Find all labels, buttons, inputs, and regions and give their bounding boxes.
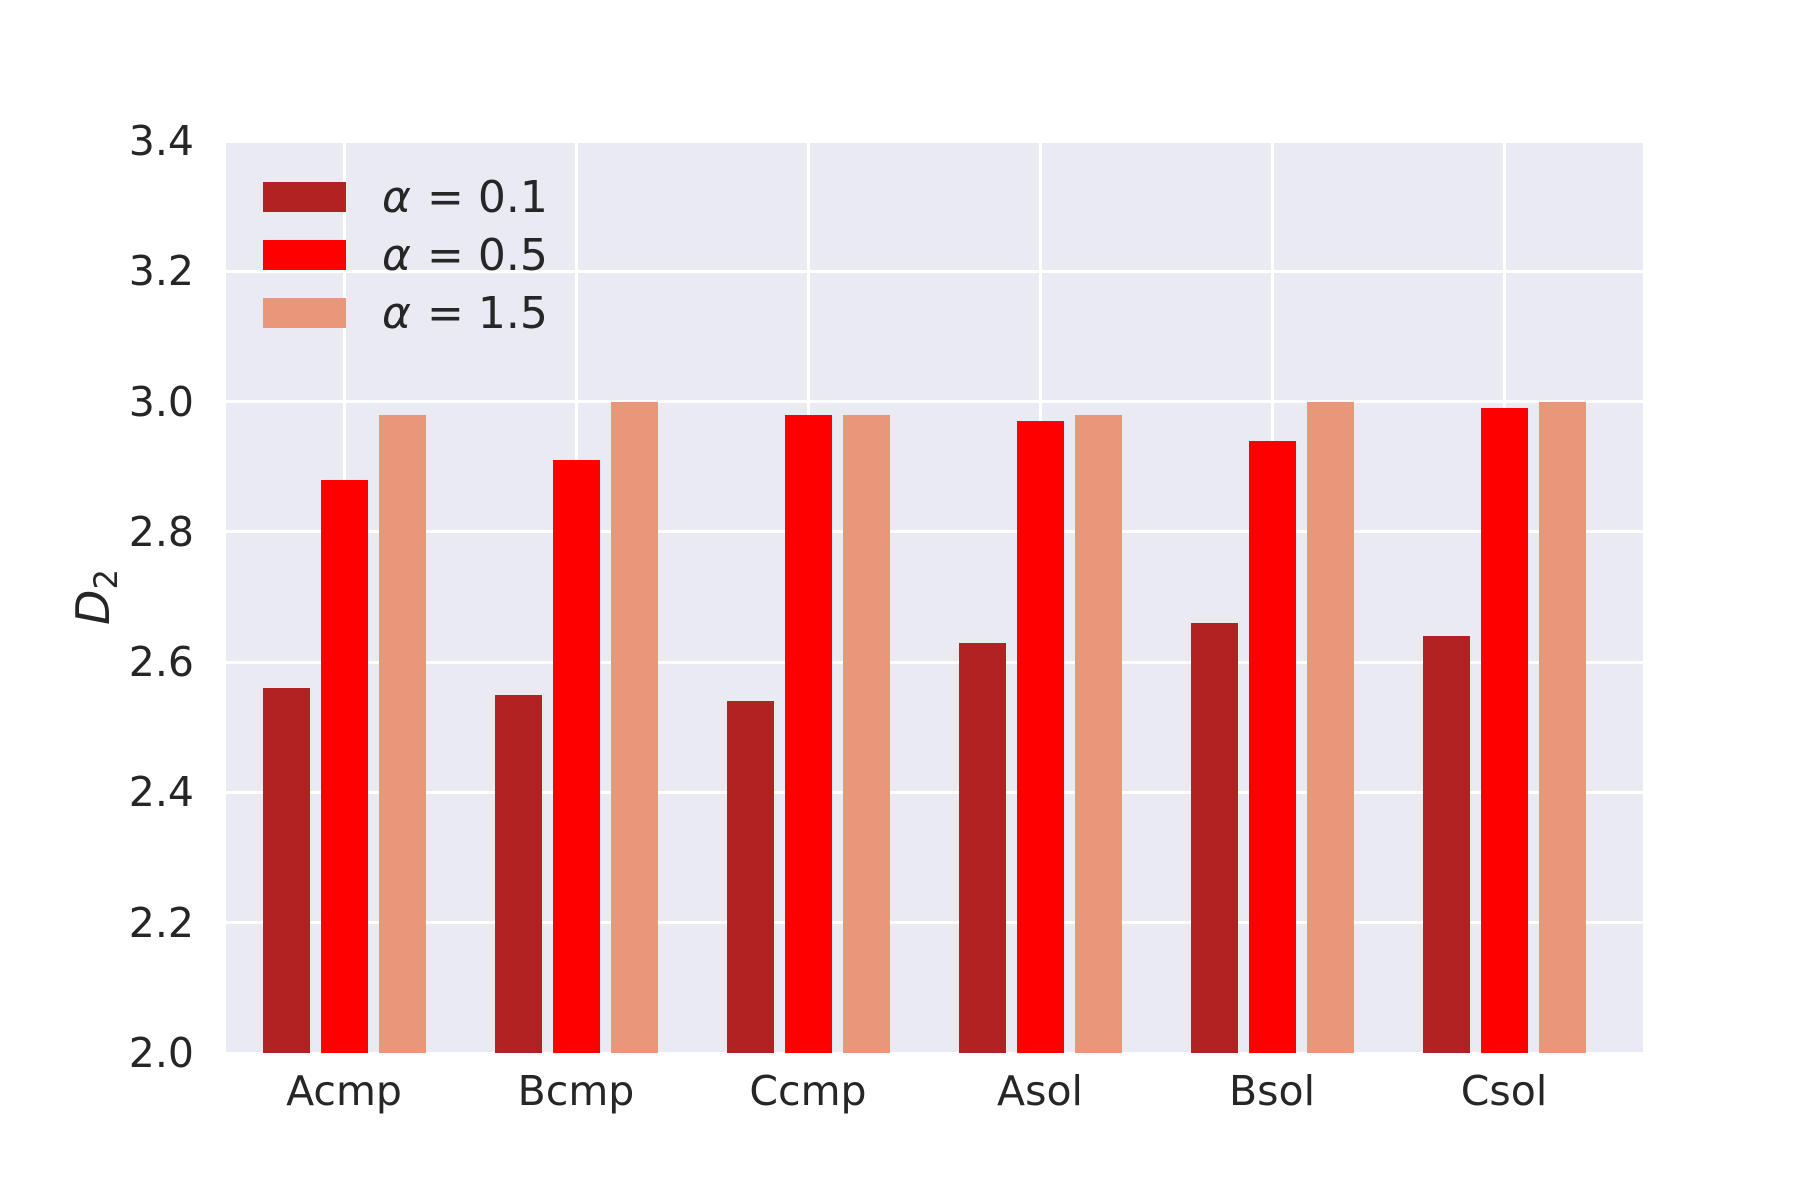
bar-Bsol-α = 0.1 [1190,623,1238,1053]
y-axis-label-base: D [66,589,120,625]
bar-Acmp-α = 1.5 [378,414,426,1053]
bar-Csol-α = 1.5 [1538,401,1586,1053]
bar-Bsol-α = 1.5 [1306,401,1354,1053]
legend-item: α = 0.5 [263,226,548,284]
gridline-horizontal [226,790,1643,794]
legend-label: α = 0.1 [382,171,548,223]
y-tick-label: 3.0 [128,377,194,426]
x-tick-label-Acmp: Acmp [286,1067,402,1115]
y-tick-label: 3.4 [128,117,194,165]
legend-swatch [263,298,346,328]
bar-Ccmp-α = 0.1 [726,701,774,1053]
bar-Asol-α = 1.5 [1074,414,1122,1053]
y-tick-label: 2.4 [128,768,194,817]
gridline-horizontal [226,530,1643,534]
gridline-horizontal [226,400,1643,404]
x-tick-label-Asol: Asol [997,1067,1083,1115]
y-tick-label: 2.8 [128,507,194,556]
bar-Bcmp-α = 0.1 [494,694,542,1053]
bar-Acmp-α = 0.5 [320,479,368,1053]
legend-item: α = 1.5 [263,284,548,342]
bar-Bcmp-α = 1.5 [610,401,658,1053]
x-tick-label-Ccmp: Ccmp [749,1067,867,1115]
bar-Ccmp-α = 1.5 [842,414,890,1053]
y-axis-label: D2 [63,477,126,717]
bar-Bsol-α = 0.5 [1248,440,1296,1053]
legend-item: α = 0.1 [263,168,548,226]
gridline-horizontal [226,269,1643,273]
bar-Bcmp-α = 0.5 [552,460,600,1053]
legend: α = 0.1 α = 0.5 α = 1.5 [263,168,548,342]
y-tick-label: 3.2 [128,247,194,296]
plot-area [226,141,1643,1053]
bar-Csol-α = 0.1 [1422,636,1470,1053]
gridline-horizontal [226,141,1643,143]
y-tick-label: 2.2 [128,898,194,947]
bar-Csol-α = 0.5 [1480,408,1528,1053]
y-tick-label: 2.0 [128,1029,194,1077]
legend-swatch [263,182,346,212]
gridline-horizontal [226,1051,1643,1053]
y-tick-label: 2.6 [128,638,194,687]
legend-swatch [263,240,346,270]
bar-Ccmp-α = 0.5 [784,414,832,1053]
y-axis-label-subscript: 2 [87,569,126,590]
legend-label: α = 1.5 [382,287,548,339]
legend-label: α = 0.5 [382,229,548,281]
gridline-horizontal [226,921,1643,925]
gridline-horizontal [226,660,1643,664]
bar-Asol-α = 0.1 [958,642,1006,1053]
x-tick-label-Bsol: Bsol [1229,1067,1315,1115]
x-tick-label-Csol: Csol [1460,1067,1548,1115]
bar-Asol-α = 0.5 [1016,421,1064,1053]
x-tick-label-Bcmp: Bcmp [517,1067,635,1115]
bar-Acmp-α = 0.1 [262,688,310,1053]
